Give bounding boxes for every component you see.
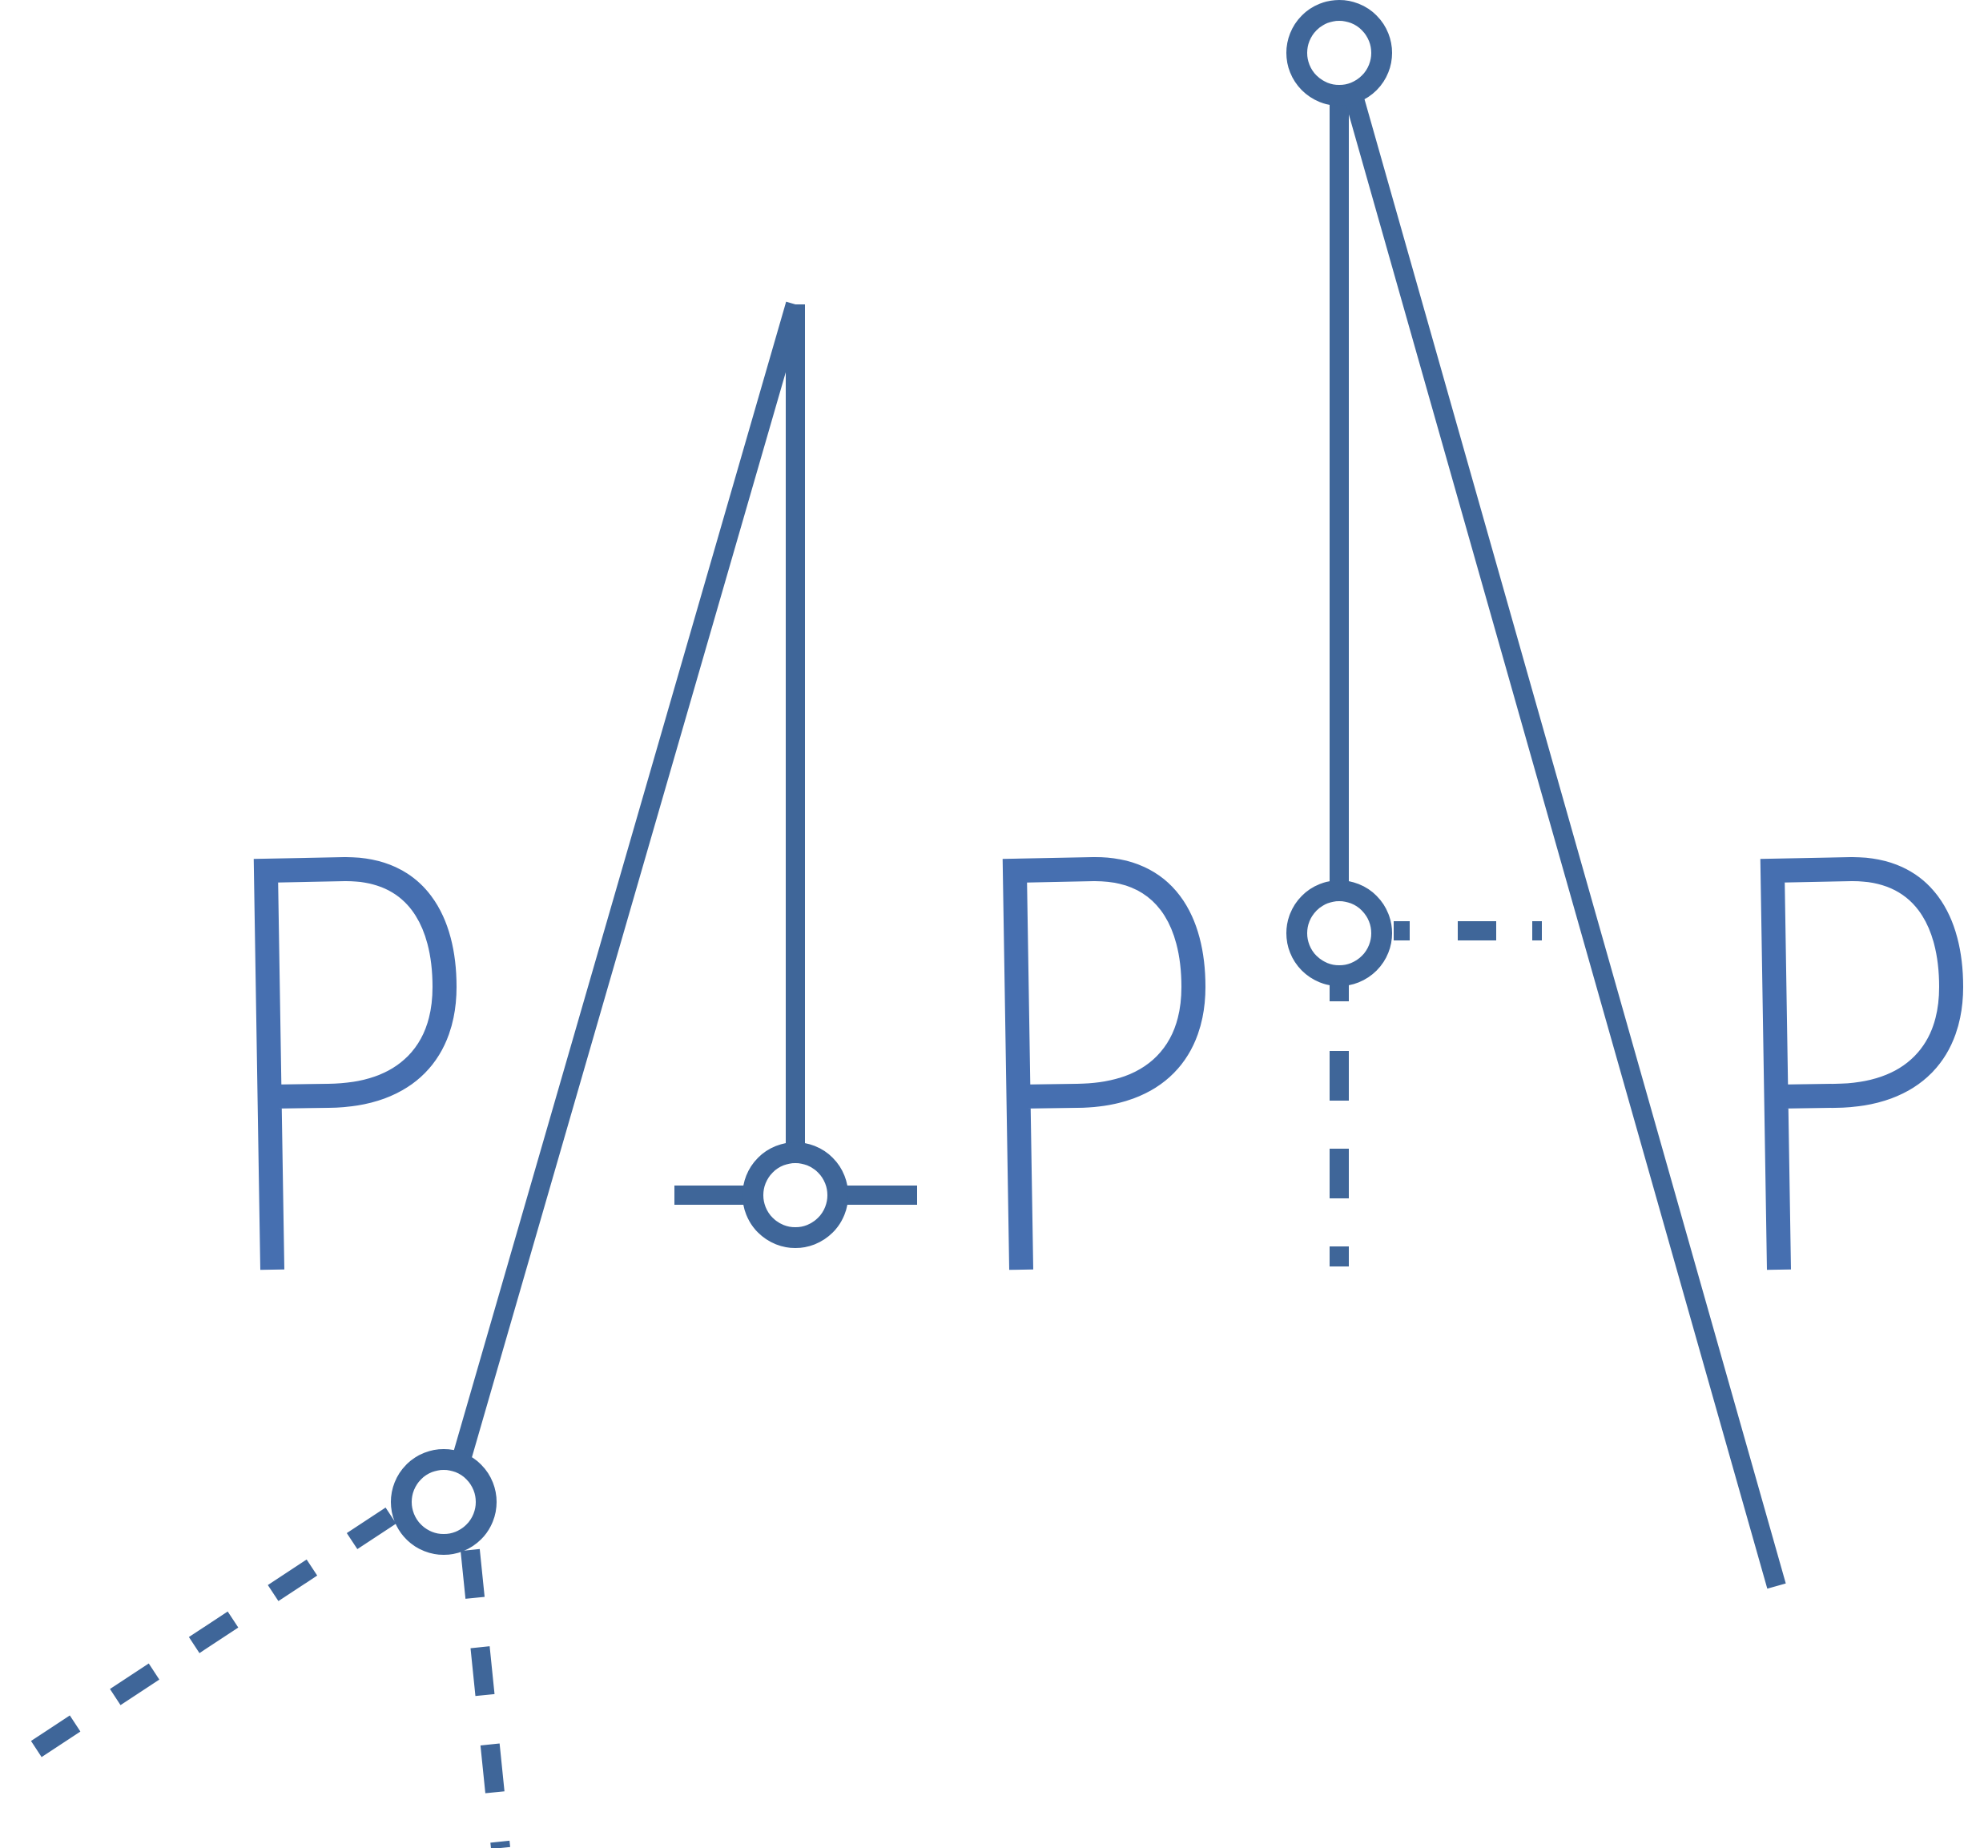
letter-p-left bbox=[253, 856, 457, 1270]
node-circle-bottom-left bbox=[391, 1449, 497, 1555]
node-circle-top bbox=[1286, 0, 1392, 106]
dashed-line-bottom bbox=[461, 1548, 510, 1848]
diagonal-line-left bbox=[451, 301, 805, 1465]
dashed-line-bottom-left bbox=[0, 1507, 396, 1779]
diagonal-line-right bbox=[1344, 93, 1786, 1589]
node-circle-middle bbox=[742, 1142, 848, 1248]
letter-p-right bbox=[1760, 856, 1964, 1270]
letter-p-middle bbox=[1002, 856, 1206, 1270]
node-circle-right bbox=[1286, 880, 1392, 986]
